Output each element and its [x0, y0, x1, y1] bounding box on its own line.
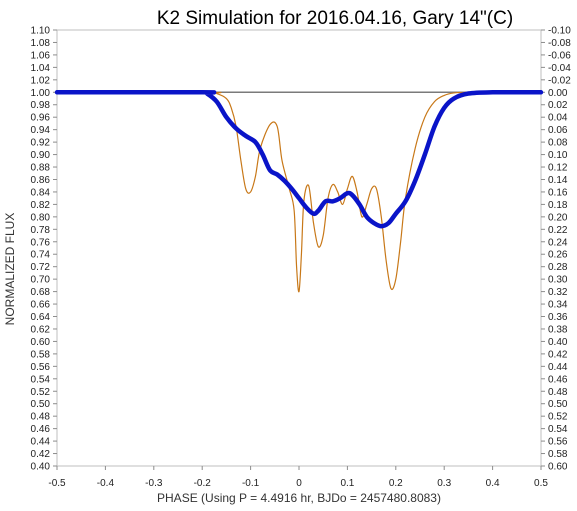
y2-tick-label: 0.14: [548, 175, 568, 186]
y-tick-label: 0.98: [31, 100, 51, 111]
y-tick-label: 1.08: [31, 38, 51, 49]
y2-tick-label: 0.38: [548, 324, 568, 335]
y2-tick-label: 0.30: [548, 275, 568, 286]
y2-tick-label: 0.54: [548, 424, 568, 435]
y2-tick-label: 0.18: [548, 200, 568, 211]
x-tick-label: -0.5: [48, 478, 66, 489]
y2-tick-label: 0.48: [548, 387, 568, 398]
y-tick-label: 0.94: [31, 125, 51, 136]
y2-tick-label: 0.50: [548, 399, 568, 410]
y-tick-label: 0.78: [31, 225, 51, 236]
y-tick-label: 0.64: [31, 312, 51, 323]
x-tick-label: -0.2: [194, 478, 212, 489]
y-tick-label: 0.66: [31, 300, 51, 311]
y2-tick-label: 0.08: [548, 138, 568, 149]
y-tick-label: 1.04: [31, 63, 51, 74]
y-tick-label: 0.68: [31, 287, 51, 298]
x-tick-label: -0.3: [145, 478, 163, 489]
y-tick-label: 0.48: [31, 412, 51, 423]
series-line-thick: [54, 89, 544, 229]
series-group: [54, 89, 544, 293]
y-tick-label: 0.96: [31, 113, 51, 124]
y2-tick-label: 0.34: [548, 300, 568, 311]
y2-tick-label: 0.00: [548, 88, 568, 99]
y2-tick-label: 0.46: [548, 374, 568, 385]
y2-tick-label: 0.16: [548, 187, 568, 198]
y-tick-label: 0.44: [31, 437, 51, 448]
y2-tick-label: 0.10: [548, 150, 568, 161]
y2-tick-label: -0.04: [548, 63, 571, 74]
y-tick-label: 0.90: [31, 150, 51, 161]
y-tick-label: 0.92: [31, 138, 51, 149]
y-tick-label: 0.56: [31, 362, 51, 373]
y-tick-label: 0.50: [31, 399, 51, 410]
y-tick-label: 0.76: [31, 237, 51, 248]
y2-tick-label: 0.02: [548, 100, 568, 111]
y-tick-label: 1.02: [31, 75, 51, 86]
y-tick-label: 1.06: [31, 50, 51, 61]
y-tick-label: 0.72: [31, 262, 51, 273]
y-tick-label: 0.58: [31, 349, 51, 360]
y-tick-label: 1.00: [31, 88, 51, 99]
y2-tick-label: -0.10: [548, 26, 571, 37]
y-tick-label: 0.70: [31, 275, 51, 286]
y-tick-label: 0.80: [31, 212, 51, 223]
y-tick-label: 0.52: [31, 387, 51, 398]
x-axis: -0.5 -0.4 -0.3 -0.2 -0.1 0 0.1 0.2 0.3 0.4 0.5: [48, 466, 548, 489]
x-axis-label: PHASE (Using P = 4.4916 hr, BJDo = 24574…: [157, 491, 441, 505]
y2-tick-label: 0.32: [548, 287, 568, 298]
y-tick-label: 0.42: [31, 449, 51, 460]
x-tick-label: 0.4: [486, 478, 500, 489]
y-tick-label: 0.40: [31, 462, 51, 473]
y-tick-label: 0.46: [31, 424, 51, 435]
y2-tick-label: 0.52: [548, 412, 568, 423]
y-tick-label: 0.62: [31, 324, 51, 335]
y-axis-left: 1.101.081.06 1.041.02 1.000.98 0.960.94 0.92…: [31, 26, 57, 473]
y-tick-label: 0.54: [31, 374, 51, 385]
y2-tick-label: 0.20: [548, 212, 568, 223]
x-tick-label: 0.3: [437, 478, 451, 489]
y-axis-label: NORMALIZED FLUX: [3, 213, 17, 326]
x-tick-label: -0.1: [242, 478, 260, 489]
y2-tick-label: 0.22: [548, 225, 568, 236]
plot-area: [56, 29, 542, 467]
y-tick-label: 0.74: [31, 250, 51, 261]
y-axis-right: -0.10-0.08-0.06-0.04-0.020.000.020.040.0…: [541, 26, 571, 473]
y2-tick-label: 0.56: [548, 437, 568, 448]
x-tick-label: 0.2: [389, 478, 403, 489]
y2-tick-label: 0.12: [548, 163, 568, 174]
y2-tick-label: 0.44: [548, 362, 568, 373]
y2-tick-label: 0.06: [548, 125, 568, 136]
x-tick-label: 0.5: [534, 478, 548, 489]
y2-tick-label: 0.60: [548, 462, 568, 473]
y-tick-label: 0.86: [31, 175, 51, 186]
y2-tick-label: 0.28: [548, 262, 568, 273]
y-tick-label: 0.88: [31, 163, 51, 174]
y2-tick-label: 0.26: [548, 250, 568, 261]
y2-tick-label: 0.04: [548, 113, 568, 124]
y2-tick-label: 0.40: [548, 337, 568, 348]
y2-tick-label: 0.36: [548, 312, 568, 323]
x-tick-label: 0.1: [340, 478, 354, 489]
y-tick-label: 1.10: [31, 26, 51, 37]
y2-tick-label: 0.24: [548, 237, 568, 248]
y-tick-label: 0.82: [31, 200, 51, 211]
x-tick-label: 0: [296, 478, 302, 489]
chart-title: K2 Simulation for 2016.04.16, Gary 14"(C…: [157, 8, 513, 29]
x-tick-label: -0.4: [97, 478, 115, 489]
y-tick-label: 0.84: [31, 187, 51, 198]
y-tick-label: 0.60: [31, 337, 51, 348]
y2-tick-label: 0.58: [548, 449, 568, 460]
y2-tick-label: 0.42: [548, 349, 568, 360]
y2-tick-label: -0.02: [548, 75, 571, 86]
y2-tick-label: -0.06: [548, 50, 571, 61]
y2-tick-label: -0.08: [548, 38, 571, 49]
